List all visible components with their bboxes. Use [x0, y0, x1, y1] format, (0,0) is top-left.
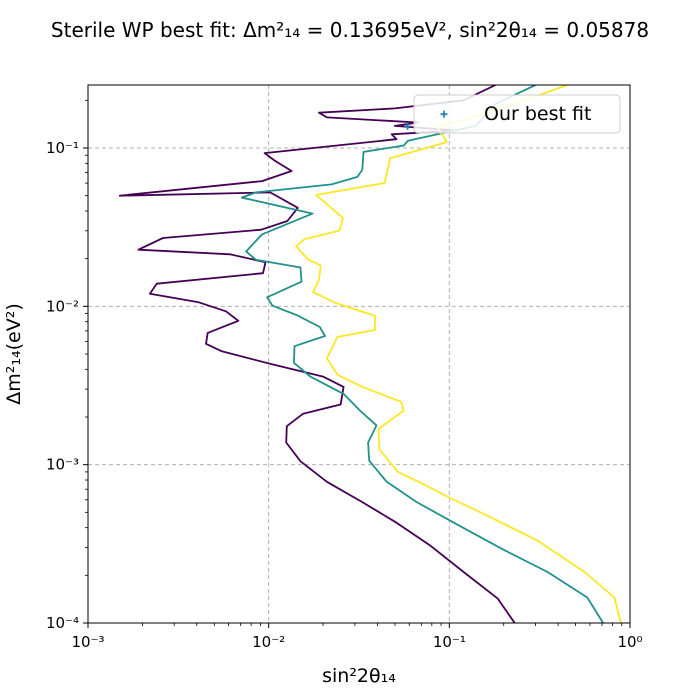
y-tick-label: 10⁻²: [46, 297, 79, 315]
contour-line-2: [240, 85, 604, 623]
x-axis-label: sin²2θ₁₄: [322, 665, 396, 687]
x-tick-label: 10⁻¹: [433, 633, 466, 651]
grid: [88, 85, 630, 623]
best-fit-marker-1: [404, 122, 412, 130]
x-tick-label: 10⁻²: [252, 633, 285, 651]
contour-line-3: [295, 85, 622, 623]
x-tick-label: 10⁻³: [71, 633, 104, 651]
plot-frame: [87, 84, 631, 624]
x-tick-label: 10⁰: [617, 633, 642, 651]
legend-marker-icon: [440, 110, 448, 118]
legend: Our best fit: [413, 94, 621, 134]
contour-line-1: [118, 85, 516, 623]
y-tick-label: 10⁻¹: [46, 139, 79, 157]
y-tick-label: 10⁻³: [46, 456, 79, 474]
series-lines: [118, 85, 622, 623]
legend-entry: Our best fit: [484, 103, 591, 125]
y-tick-label: 10⁻⁴: [46, 614, 79, 632]
y-axis-label: Δm²₁₄(eV²): [3, 303, 25, 405]
legend-box: [413, 94, 621, 134]
chart-title: Sterile WP best fit: Δm²₁₄ = 0.13695eV²,…: [51, 18, 649, 42]
